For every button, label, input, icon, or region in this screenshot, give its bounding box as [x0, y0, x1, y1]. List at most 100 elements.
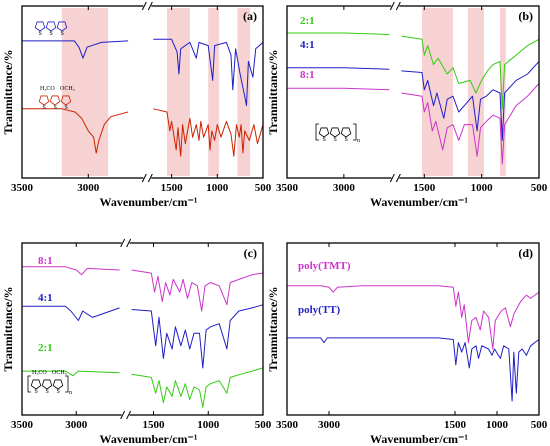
- series-label: 2:1: [300, 15, 315, 27]
- chemical-structure: S S S H₃CO OCH₃ n: [27, 370, 72, 396]
- highlight-band: [422, 8, 453, 176]
- x-tick-label: 1500: [444, 419, 467, 431]
- svg-text:S: S: [61, 31, 64, 37]
- axis-break-gap: [143, 173, 152, 183]
- panel-a: 3500 3000 1500 1000 500 Wavenumber/cm⁻¹ Tranmi…: [1, 1, 272, 209]
- svg-text:S: S: [334, 137, 337, 143]
- y-axis-title: Tranmittance/%: [266, 49, 280, 134]
- plot-frame: [286, 242, 540, 416]
- svg-text:S: S: [65, 105, 68, 111]
- x-tick-label: 1000: [471, 182, 494, 194]
- plot-frame: [286, 5, 540, 179]
- series-line: [287, 32, 540, 110]
- axis-break-mark: [126, 238, 132, 248]
- axis-break-gap: [391, 1, 400, 11]
- y-axis-title: Tranmittance/%: [266, 286, 280, 371]
- x-tick-label: 500: [255, 419, 272, 431]
- axis-break-mark: [395, 1, 401, 11]
- axis-break-gap: [143, 1, 152, 11]
- highlight-band: [81, 8, 109, 176]
- axis-break-mark: [141, 173, 147, 183]
- axis-break-gap: [121, 410, 130, 420]
- svg-text:S: S: [54, 105, 57, 111]
- axis-break-mark: [147, 1, 153, 11]
- series-line: [287, 285, 540, 350]
- panel-c: 8:1 4:1 2:1 3500 3000 1500 1000 500 Wavenumber/c…: [1, 238, 272, 446]
- panel-label: (a): [243, 9, 257, 23]
- panel-label: (b): [518, 9, 533, 23]
- svg-text:S: S: [345, 137, 348, 143]
- series-line: [22, 304, 264, 369]
- axis-break-mark: [389, 173, 395, 183]
- y-axis-title: Tranmittance/%: [1, 286, 15, 371]
- highlight-band: [61, 8, 82, 176]
- series-label: 4:1: [300, 39, 315, 51]
- methoxy-label: OCH₃: [52, 370, 67, 376]
- series-line: [287, 83, 540, 165]
- highlight-band: [208, 8, 220, 176]
- plot-frame: [21, 5, 264, 179]
- series-line: [22, 367, 264, 408]
- svg-text:S: S: [35, 389, 38, 395]
- x-axis-title: Wavenumber/cm⁻¹: [370, 432, 468, 446]
- x-axis-title: Wavenumber/cm⁻¹: [100, 432, 198, 446]
- svg-text:S: S: [50, 31, 53, 37]
- series-line: [287, 337, 540, 402]
- axis-break-mark: [395, 173, 401, 183]
- series-label: 8:1: [300, 69, 315, 81]
- x-tick-label: 3000: [318, 419, 341, 431]
- methoxy-label: H₃CO: [40, 86, 55, 92]
- series-line: [22, 266, 264, 312]
- x-tick-label: 1000: [486, 419, 509, 431]
- panel-b: 2:1 4:1 8:1 3500 3000 1500 1000 500 Wavenumber/c…: [266, 1, 548, 209]
- series-line: [22, 38, 264, 107]
- axis-break-gap: [121, 238, 130, 248]
- chemical-structure: S S S H₃CO OCH₃: [38, 86, 75, 111]
- svg-text:S: S: [43, 105, 46, 111]
- svg-text:S: S: [57, 389, 60, 395]
- repeat-unit-label: n: [357, 138, 360, 144]
- x-axis-title: Wavenumber/cm⁻¹: [370, 195, 468, 209]
- panel-d: poly(TMT) poly(TT) 3500 3000 1500 1000 500 Wave…: [266, 242, 548, 446]
- x-tick-label: 500: [531, 182, 548, 194]
- series-label: 8:1: [38, 255, 53, 267]
- x-tick-label: 3000: [65, 419, 88, 431]
- x-tick-label: 500: [531, 419, 548, 431]
- svg-text:S: S: [46, 389, 49, 395]
- panel-label: (d): [518, 246, 533, 260]
- axis-break-gap: [391, 173, 400, 183]
- x-tick-label: 3500: [276, 182, 299, 194]
- series-label: 2:1: [38, 342, 53, 354]
- x-tick-label: 3500: [11, 419, 34, 431]
- repeat-unit-label: n: [69, 390, 72, 396]
- panel-label: (c): [244, 246, 257, 260]
- plot-frame: [21, 242, 264, 416]
- x-tick-label: 1000: [197, 419, 220, 431]
- x-tick-label: 3500: [276, 419, 299, 431]
- x-axis-title: Wavenumber/cm⁻¹: [100, 195, 198, 209]
- methoxy-label: H₃CO: [32, 370, 47, 376]
- axis-break-mark: [389, 1, 395, 11]
- svg-text:S: S: [323, 137, 326, 143]
- axis-break-mark: [141, 1, 147, 11]
- x-tick-label: 3000: [77, 182, 100, 194]
- highlight-band: [167, 8, 190, 176]
- x-tick-label: 3000: [333, 182, 356, 194]
- series-label: poly(TT): [298, 304, 341, 316]
- y-axis-title: Tranmittance/%: [1, 49, 15, 134]
- x-tick-label: 1500: [143, 419, 166, 431]
- series-label: poly(TMT): [298, 260, 351, 272]
- axis-break-mark: [120, 238, 126, 248]
- x-tick-label: 1500: [161, 182, 184, 194]
- x-tick-label: 1500: [413, 182, 436, 194]
- series-label: 4:1: [38, 292, 53, 304]
- x-tick-label: 3500: [11, 182, 34, 194]
- axis-break-mark: [126, 410, 132, 420]
- svg-text:S: S: [39, 31, 42, 37]
- series-line: [287, 61, 540, 141]
- x-tick-label: 500: [255, 182, 272, 194]
- x-tick-label: 1000: [206, 182, 229, 194]
